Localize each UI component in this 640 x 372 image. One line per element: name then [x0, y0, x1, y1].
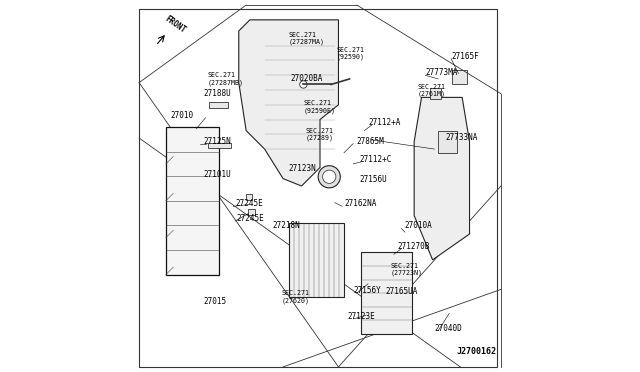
Text: 27101U: 27101U [204, 170, 232, 179]
Text: 27125N: 27125N [204, 137, 232, 145]
Text: SEC.271
(27289): SEC.271 (27289) [305, 128, 333, 141]
Text: 27015: 27015 [204, 297, 227, 306]
Text: 27156U: 27156U [360, 175, 388, 184]
Text: SEC.271
(27620): SEC.271 (27620) [281, 290, 309, 304]
Text: SEC.271
(92590E): SEC.271 (92590E) [303, 100, 335, 114]
Bar [360, 253, 412, 334]
Text: 27773MA: 27773MA [425, 68, 458, 77]
Text: SEC.271
(27287MB): SEC.271 (27287MB) [207, 73, 243, 86]
Bar [209, 102, 228, 108]
Text: 27010A: 27010A [405, 221, 433, 231]
Text: 27020BA: 27020BA [291, 74, 323, 83]
Text: SEC.271
(27723N): SEC.271 (27723N) [390, 263, 422, 276]
Bar [452, 70, 467, 84]
Text: 27245E: 27245E [237, 214, 265, 223]
Text: SEC.271
(2761M): SEC.271 (2761M) [418, 84, 446, 97]
Text: SEC.271
(92590): SEC.271 (92590) [337, 46, 365, 60]
Text: 271270B: 271270B [397, 242, 430, 251]
Bar [166, 127, 220, 275]
Bar [246, 194, 252, 201]
Text: 27165F: 27165F [451, 52, 479, 61]
Text: 27162NA: 27162NA [344, 199, 376, 208]
Polygon shape [239, 20, 339, 186]
Text: 27245E: 27245E [235, 199, 263, 208]
Text: 27865M: 27865M [357, 137, 385, 145]
Text: SEC.271
(27287MA): SEC.271 (27287MA) [289, 32, 324, 45]
Text: 27188U: 27188U [204, 89, 232, 97]
Text: 27040D: 27040D [435, 324, 462, 333]
Bar [209, 143, 230, 148]
Circle shape [318, 166, 340, 188]
Text: 27112+C: 27112+C [360, 155, 392, 164]
Text: 27165UA: 27165UA [386, 287, 418, 296]
Bar [438, 131, 456, 153]
Text: 27218N: 27218N [272, 221, 300, 231]
Text: 27123N: 27123N [289, 164, 316, 173]
Bar [289, 223, 344, 297]
Bar [430, 88, 441, 99]
Bar [248, 209, 255, 215]
Circle shape [300, 81, 307, 88]
Text: 27733NA: 27733NA [445, 133, 478, 142]
Text: 27112+A: 27112+A [369, 118, 401, 127]
Circle shape [323, 170, 336, 183]
Text: 27156Y: 27156Y [353, 286, 381, 295]
Text: J2700162: J2700162 [456, 347, 497, 356]
Text: 27123E: 27123E [348, 312, 376, 321]
Text: FRONT: FRONT [163, 14, 187, 35]
Polygon shape [414, 97, 470, 260]
Text: 27010: 27010 [170, 111, 193, 120]
